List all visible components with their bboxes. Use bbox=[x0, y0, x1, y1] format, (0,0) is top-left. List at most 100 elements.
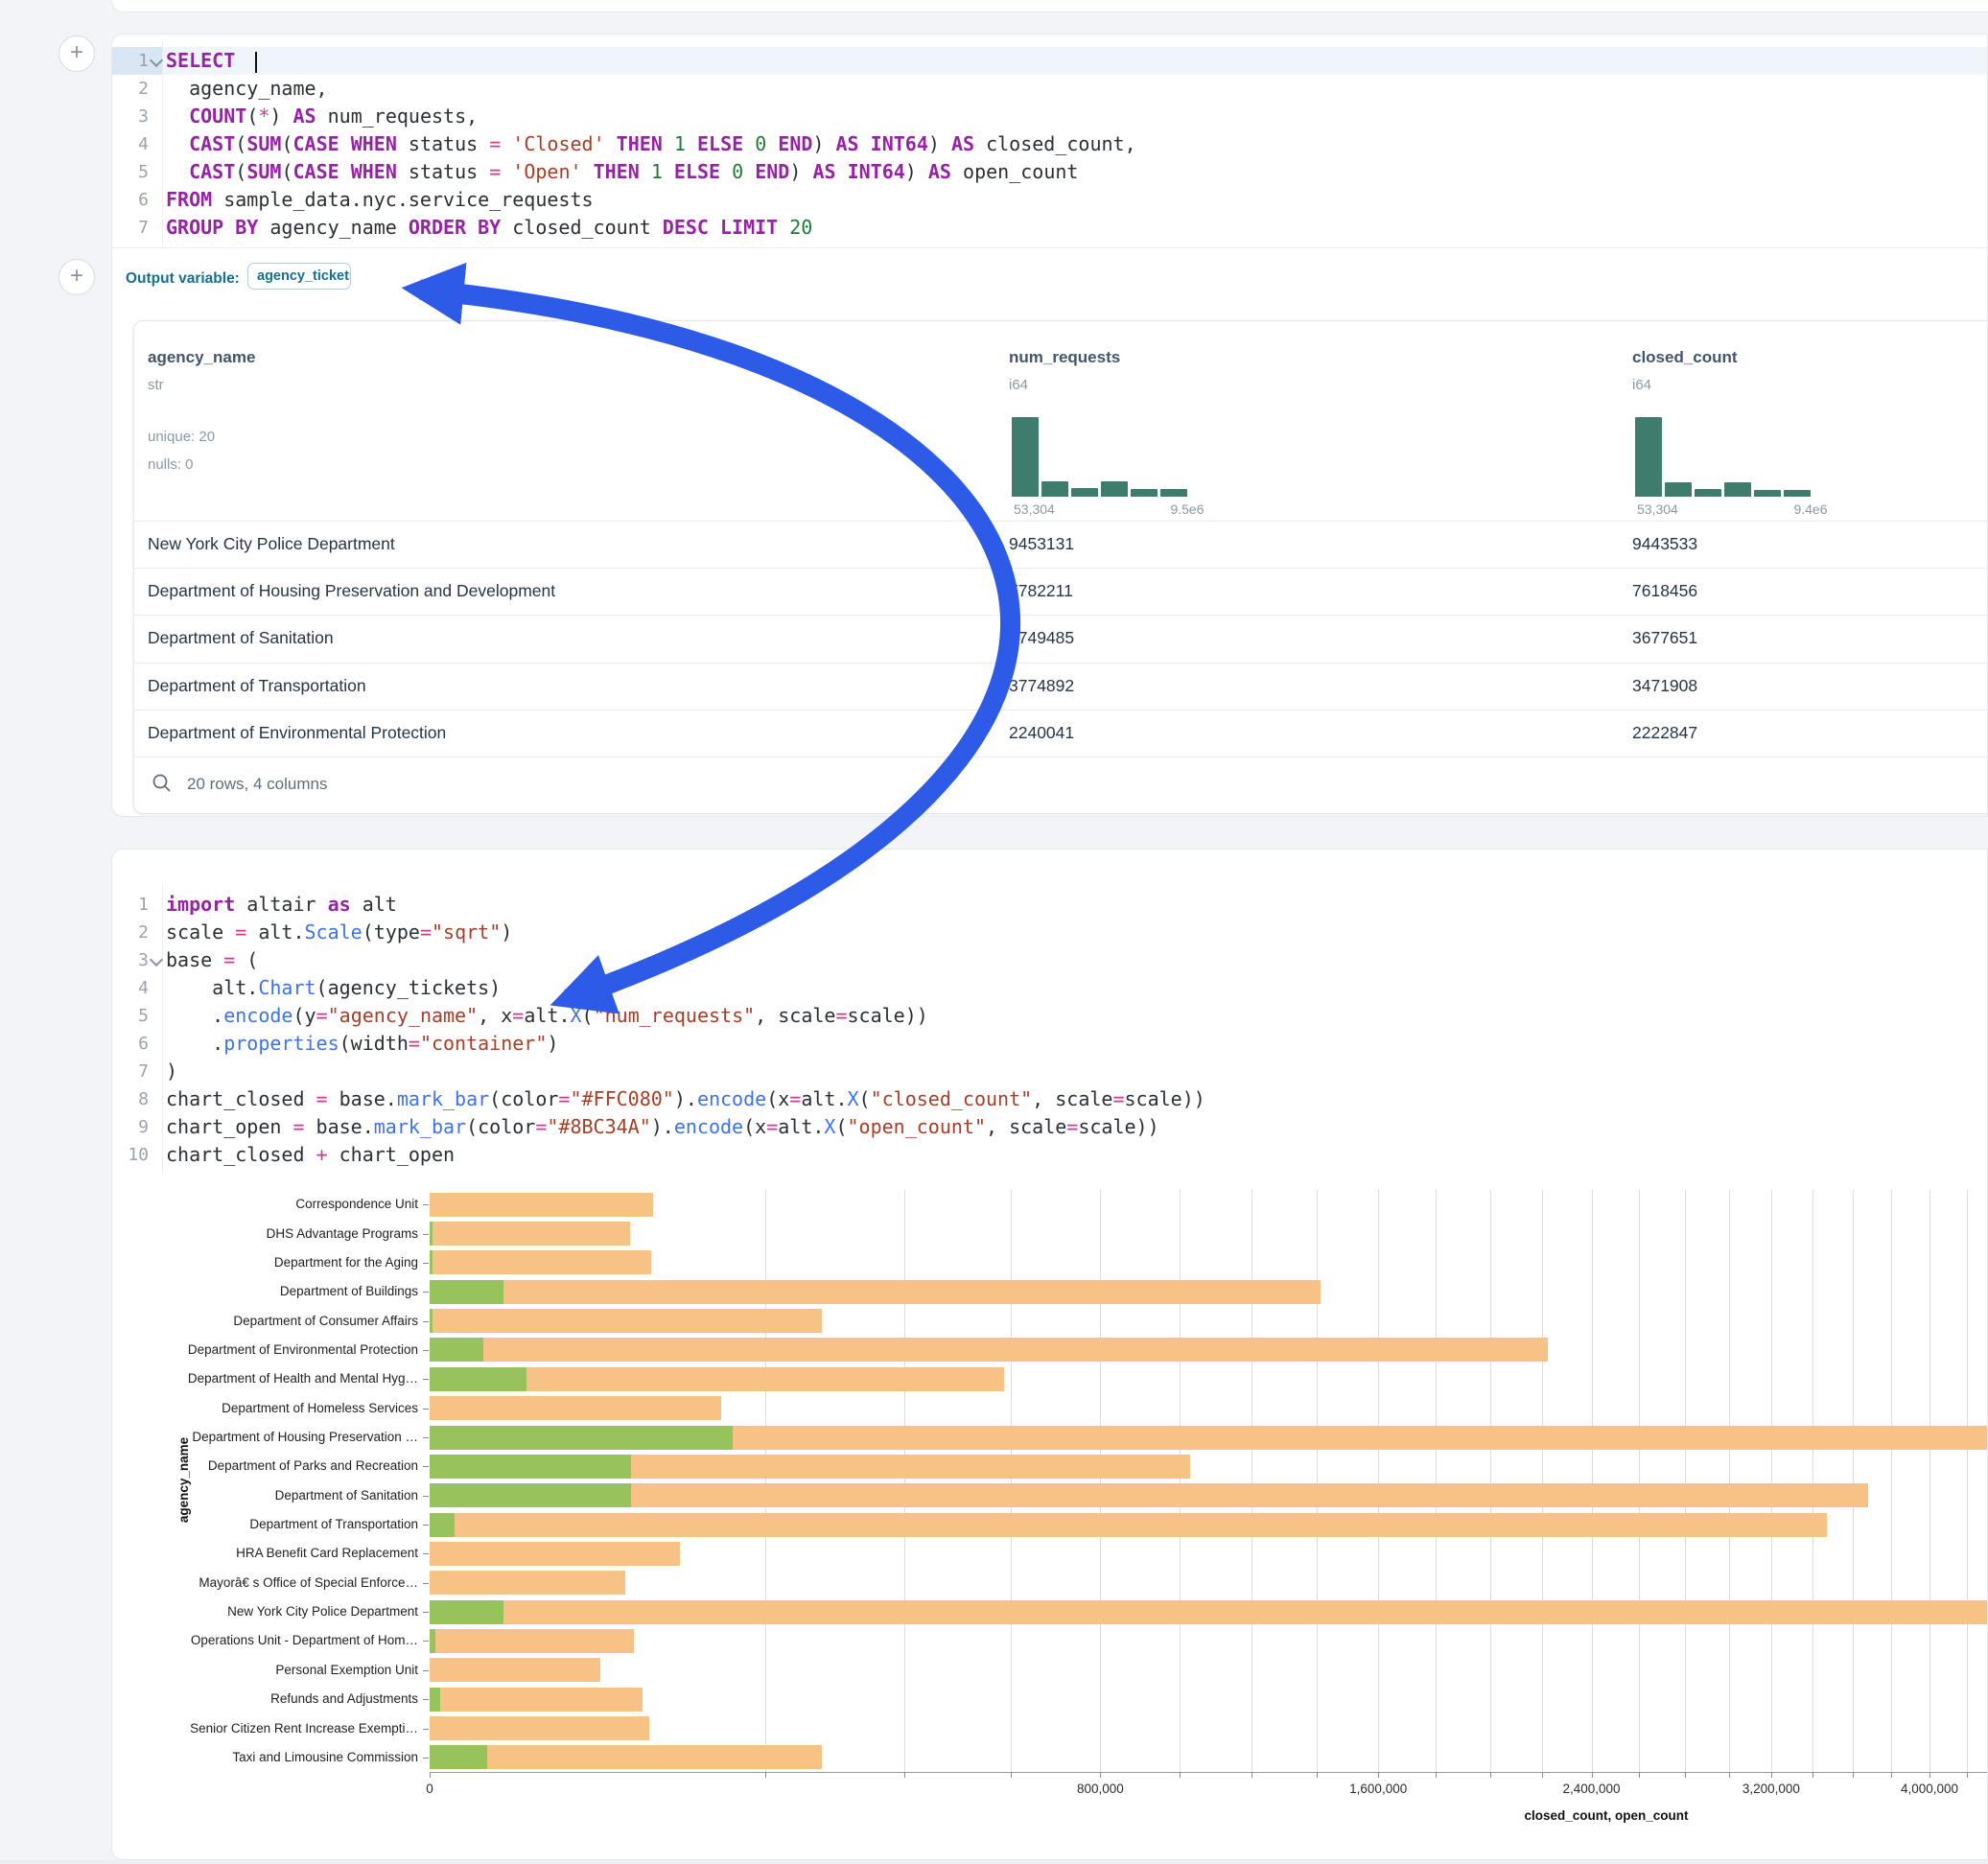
add-cell-button[interactable]: + bbox=[58, 259, 95, 295]
column-header-closed_count[interactable]: closed_count bbox=[1632, 348, 1738, 366]
add-cell-button[interactable]: + bbox=[58, 35, 95, 72]
bar-open[interactable] bbox=[430, 1222, 433, 1246]
histogram-max-label: 9.4e6 bbox=[1793, 501, 1828, 517]
bar-open[interactable] bbox=[430, 1599, 503, 1624]
code-line: alt.Chart(agency_tickets) bbox=[166, 976, 502, 999]
column-header-num_requests[interactable]: num_requests bbox=[1009, 348, 1121, 366]
bar-open[interactable] bbox=[430, 1628, 436, 1653]
line-number: 4 bbox=[138, 978, 149, 998]
column-header-agency_name[interactable]: agency_name bbox=[148, 348, 256, 366]
table-cell: 3471908 bbox=[1632, 675, 1698, 695]
table-row[interactable]: Department of Sanitation 3749485 3677651 bbox=[134, 615, 1987, 662]
code-line: GROUP BY agency_name ORDER BY closed_cou… bbox=[166, 216, 813, 239]
x-axis-tick bbox=[1966, 1772, 1968, 1778]
bar-open[interactable] bbox=[430, 1454, 631, 1479]
y-axis-tick bbox=[423, 1233, 429, 1235]
bar-closed[interactable] bbox=[430, 1250, 652, 1275]
table-cell: 3749485 bbox=[1009, 628, 1075, 648]
x-axis-tick bbox=[1770, 1772, 1772, 1778]
x-axis-tick bbox=[1100, 1772, 1102, 1778]
bar-open[interactable] bbox=[430, 1512, 455, 1537]
histogram-bar bbox=[1635, 417, 1662, 497]
histogram-bar bbox=[1754, 490, 1781, 497]
code-line: COUNT(*) AS num_requests, bbox=[189, 105, 479, 128]
fold-chevron-icon[interactable] bbox=[149, 952, 164, 967]
bar-closed[interactable] bbox=[430, 1192, 654, 1217]
histogram-bar bbox=[1724, 482, 1751, 497]
bar-open[interactable] bbox=[430, 1425, 734, 1450]
bar-closed[interactable] bbox=[430, 1599, 1987, 1624]
bar-closed[interactable] bbox=[430, 1396, 721, 1421]
table-row[interactable]: Department of Transportation 3774892 34719… bbox=[134, 663, 1987, 710]
bar-closed[interactable] bbox=[430, 1687, 643, 1712]
bar-closed[interactable] bbox=[430, 1658, 601, 1683]
bar-closed[interactable] bbox=[430, 1571, 625, 1596]
bar-closed[interactable] bbox=[430, 1628, 634, 1653]
line-number: 9 bbox=[138, 1117, 149, 1137]
bar-open[interactable] bbox=[430, 1279, 504, 1304]
bar-closed[interactable] bbox=[430, 1512, 1828, 1537]
row-divider bbox=[134, 709, 1987, 711]
bar-closed[interactable] bbox=[430, 1745, 822, 1770]
column-type: i64 bbox=[1632, 377, 1652, 393]
bar-closed[interactable] bbox=[430, 1222, 631, 1246]
y-axis-tick bbox=[423, 1292, 429, 1293]
line-number: 3 bbox=[138, 106, 149, 127]
search-icon[interactable] bbox=[152, 773, 173, 794]
code-line: scale = alt.Scale(type="sqrt") bbox=[166, 920, 513, 944]
bar-open[interactable] bbox=[430, 1250, 433, 1275]
gridline bbox=[1591, 1190, 1593, 1772]
histogram-bar bbox=[1784, 490, 1811, 497]
result-table: agency_name str unique: 20 nulls: 0 num_requ… bbox=[133, 320, 1987, 814]
table-cell: Department of Transportation bbox=[148, 675, 366, 695]
bar-closed[interactable] bbox=[430, 1716, 650, 1740]
line-number: 1 bbox=[138, 51, 149, 71]
output-variable-pill[interactable]: agency_tickets bbox=[247, 263, 351, 290]
x-axis-tick bbox=[903, 1772, 905, 1778]
sql-editor[interactable]: 1 SELECT 2 agency_name, 3 COUNT(*) AS num_… bbox=[112, 35, 1987, 247]
y-axis-tick bbox=[423, 1466, 429, 1468]
table-row[interactable]: New York City Police Department 9453131 94… bbox=[134, 521, 1987, 568]
bar-closed[interactable] bbox=[430, 1541, 680, 1566]
x-axis-tick bbox=[1489, 1772, 1491, 1778]
x-axis-tick-label: 2,400,000 bbox=[1562, 1782, 1621, 1796]
bar-closed[interactable] bbox=[430, 1483, 1868, 1508]
histogram-bar bbox=[1071, 488, 1098, 497]
line-number: 4 bbox=[138, 134, 149, 154]
line-number: 5 bbox=[138, 162, 149, 182]
column-type: i64 bbox=[1009, 377, 1029, 393]
bar-open[interactable] bbox=[430, 1687, 441, 1712]
x-axis-tick-label: 3,200,000 bbox=[1742, 1782, 1800, 1796]
bar-open[interactable] bbox=[430, 1745, 488, 1770]
y-axis-label: Department of Buildings bbox=[279, 1284, 418, 1299]
x-axis-tick bbox=[1010, 1772, 1012, 1778]
histogram-bar bbox=[1131, 489, 1158, 497]
x-axis-tick-label: 1,600,000 bbox=[1349, 1782, 1408, 1796]
gridline bbox=[1317, 1190, 1319, 1772]
line-number: 2 bbox=[138, 922, 149, 943]
bar-open[interactable] bbox=[430, 1338, 483, 1363]
gutter-divider bbox=[162, 885, 163, 1175]
table-row[interactable]: Department of Environmental Protection 22… bbox=[134, 710, 1987, 757]
gutter-divider bbox=[162, 41, 163, 247]
y-axis-tick bbox=[423, 1320, 429, 1322]
histogram-bar bbox=[1101, 481, 1128, 497]
table-row[interactable]: Department of Housing Preservation and D… bbox=[134, 568, 1987, 615]
gridline bbox=[1251, 1190, 1252, 1772]
x-axis-tick bbox=[430, 1772, 431, 1778]
x-axis-tick bbox=[1436, 1772, 1438, 1778]
histogram-min-label: 53,304 bbox=[1014, 501, 1055, 517]
histogram-bar bbox=[1012, 417, 1039, 497]
x-axis-tick bbox=[1317, 1772, 1319, 1778]
table-cell: 3774892 bbox=[1009, 675, 1075, 695]
row-divider bbox=[134, 615, 1987, 617]
code-line: chart_closed + chart_open bbox=[166, 1143, 456, 1166]
bar-closed[interactable] bbox=[430, 1309, 822, 1334]
python-editor[interactable]: 1 import altair as alt 2 scale = alt.Scale(… bbox=[112, 850, 1987, 1176]
bar-closed[interactable] bbox=[430, 1279, 1321, 1304]
bar-open[interactable] bbox=[430, 1366, 526, 1391]
bar-open[interactable] bbox=[430, 1309, 433, 1334]
bar-open[interactable] bbox=[430, 1483, 631, 1508]
gridline bbox=[1852, 1190, 1854, 1772]
bar-closed[interactable] bbox=[430, 1338, 1548, 1363]
